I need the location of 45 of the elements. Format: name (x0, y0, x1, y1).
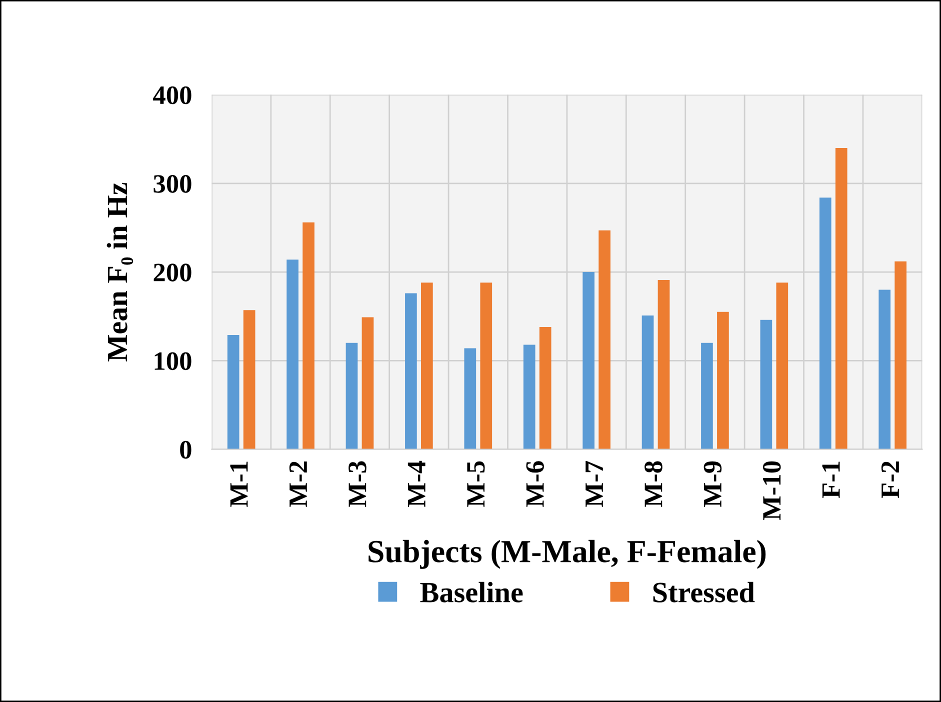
bar (776, 282, 788, 450)
x-tick-label: M-5 (467, 461, 485, 507)
bar (523, 344, 536, 450)
bar (642, 315, 654, 450)
x-tick-label: M-4 (408, 460, 426, 507)
x-tick-label: M-6 (526, 461, 544, 507)
bar (598, 230, 610, 450)
bar (819, 198, 832, 450)
x-tick-label: F-1 (822, 462, 840, 498)
bar (302, 222, 314, 450)
x-tick-label: M-10 (762, 461, 781, 520)
bar (362, 317, 374, 450)
legend-label: Stressed (653, 582, 755, 602)
bar (243, 310, 256, 450)
x-tick-label: M-8 (644, 461, 662, 507)
bar (480, 282, 492, 450)
bar (539, 326, 552, 450)
x-tick-label: M-2 (289, 462, 307, 507)
y-tick-label: 400 (153, 86, 192, 104)
bar (346, 342, 358, 450)
x-tick-label: M-3 (348, 461, 366, 507)
bar (405, 293, 417, 450)
bar (835, 148, 848, 450)
x-axis-title: Subjects (M-Male, F-Female) (368, 540, 766, 569)
bar (760, 320, 772, 450)
bar (421, 282, 433, 450)
y-tick-label: 100 (154, 352, 192, 370)
bar (878, 290, 891, 450)
bar (894, 261, 906, 450)
y-tick-label: 0 (180, 440, 192, 459)
x-tick-label: F-2 (881, 462, 899, 498)
bar (227, 334, 240, 450)
legend-label: Baseline (420, 582, 523, 602)
y-axis-title: Mean F₀ in Hz (106, 182, 134, 362)
x-tick-label: M-7 (586, 461, 603, 507)
bar (658, 280, 670, 450)
y-tick-label: 300 (154, 175, 192, 193)
x-tick-label: M-9 (704, 461, 722, 507)
bar (582, 272, 594, 450)
bar (464, 348, 476, 450)
y-tick-label: 200 (154, 264, 192, 282)
bar (717, 312, 729, 450)
x-tick-label: M-1 (230, 462, 248, 507)
bar (701, 342, 713, 450)
bar (286, 260, 298, 450)
